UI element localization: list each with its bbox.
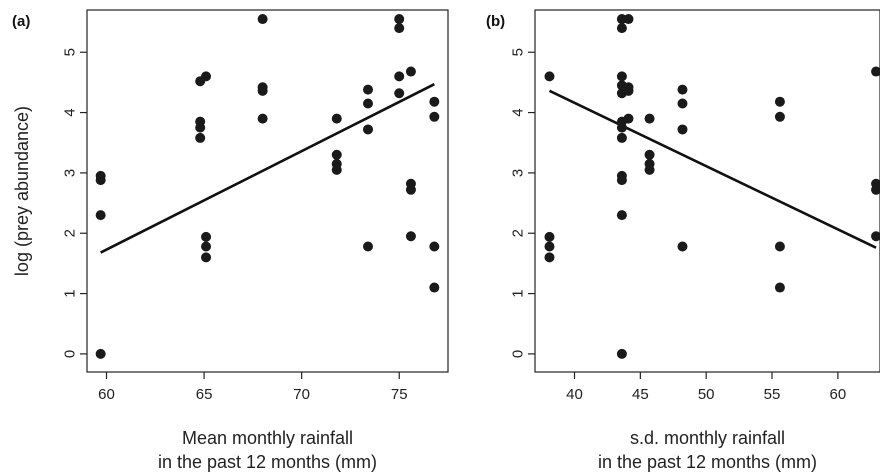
data-point [616,71,627,82]
x-tick-label: 65 [196,386,213,403]
data-point [394,71,405,82]
data-point [774,96,785,107]
y-tick-label: 2 [62,229,79,237]
data-point [394,14,405,25]
y-tick-label: 5 [510,48,527,56]
data-point [623,113,634,124]
data-point [871,178,880,189]
x-tick-label: 75 [391,386,408,403]
data-point [429,241,440,252]
data-point [429,96,440,107]
data-point [201,231,212,242]
data-point [405,66,416,77]
data-point [331,149,342,160]
x-axis-title-line: in the past 12 months (mm) [158,452,377,472]
data-point [544,71,555,82]
data-point [677,98,688,109]
data-point [429,282,440,293]
regression-line [548,89,877,249]
data-point [774,111,785,122]
data-point [677,84,688,95]
data-point [774,241,785,252]
y-tick-label: 3 [510,169,527,177]
data-point [644,149,655,160]
data-point [257,82,268,93]
data-point [544,231,555,242]
x-axis-title-line: s.d. monthly rainfall [630,428,785,448]
data-point [257,14,268,25]
panel-label: (a) [12,13,30,30]
x-tick-label: 40 [566,386,583,403]
data-point [331,158,342,169]
data-point [644,113,655,124]
data-point [95,210,106,221]
regression-line [100,83,435,254]
data-point [616,23,627,34]
y-tick-label: 1 [62,289,79,297]
data-point [544,241,555,252]
data-point [195,132,206,143]
data-point [677,124,688,135]
data-point [405,231,416,242]
data-point [616,348,627,359]
data-point [95,170,106,181]
data-point [362,124,373,135]
data-point [623,82,634,93]
y-tick-label: 4 [510,108,527,116]
data-point [616,210,627,221]
data-point [95,348,106,359]
y-tick-label: 3 [62,169,79,177]
data-point [544,252,555,263]
x-tick-label: 45 [632,386,649,403]
x-tick-label: 55 [764,386,781,403]
data-point [201,241,212,252]
data-point [362,98,373,109]
data-point [195,116,206,127]
panel-a: 0 1 2 3 4 5 60 65 70 75 Mean monthly rainfall in th… [12,9,449,472]
data-point [774,282,785,293]
data-point [871,231,880,242]
data-point [394,23,405,34]
x-axis-title-line: Mean monthly rainfall [182,428,353,448]
data-point [429,111,440,122]
data-point [362,84,373,95]
x-tick-label: 60 [98,386,115,403]
panel-label: (b) [486,13,505,30]
plot-frame [534,9,880,373]
data-point [331,113,342,124]
y-tick-label: 2 [510,229,527,237]
y-tick-label: 4 [62,108,79,116]
data-point [616,132,627,143]
data-point [616,170,627,181]
data-point [257,113,268,124]
y-tick-label: 0 [510,350,527,358]
data-point [394,88,405,99]
x-tick-label: 60 [830,386,847,403]
data-point [644,158,655,169]
y-tick-label: 5 [62,48,79,56]
data-point [362,241,373,252]
x-tick-label: 70 [293,386,310,403]
data-point [677,241,688,252]
data-point [201,71,212,82]
data-point [405,178,416,189]
y-axis-title: log (prey abundance) [12,106,32,276]
x-tick-label: 50 [698,386,715,403]
y-tick-label: 1 [510,289,527,297]
data-point [623,14,634,25]
x-axis-title-line: in the past 12 months (mm) [598,452,817,472]
data-point [871,66,880,77]
data-point [201,252,212,263]
y-tick-label: 0 [62,350,79,358]
plot-frame [86,9,449,373]
